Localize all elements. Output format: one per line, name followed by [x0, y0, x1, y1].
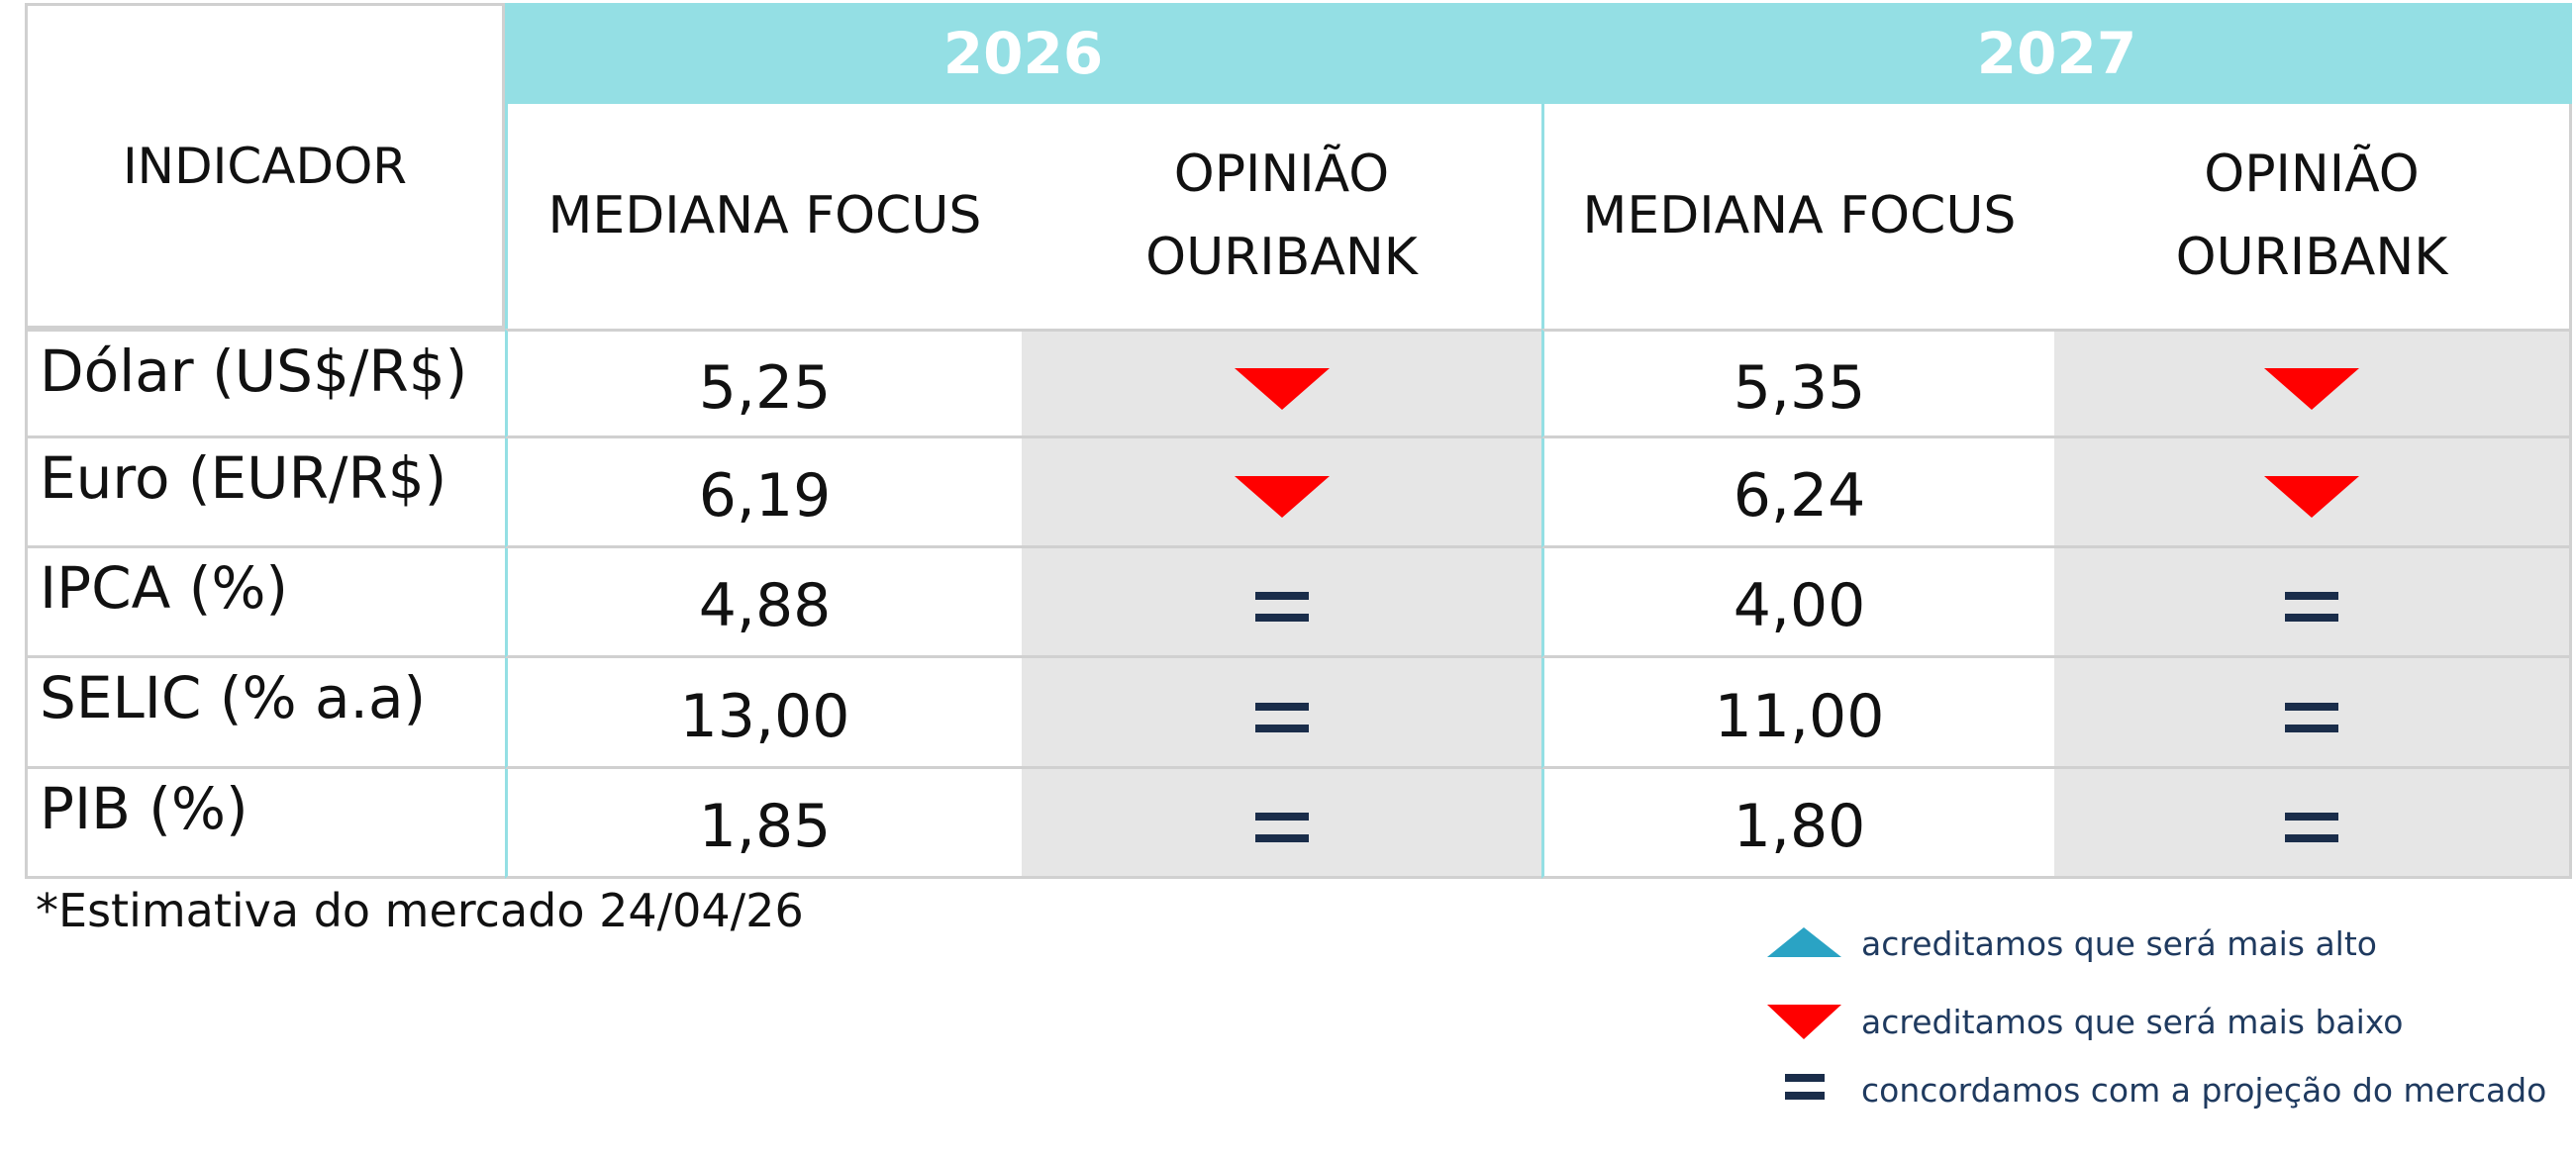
- equal-icon: [1254, 592, 1309, 622]
- opinion: [2054, 329, 2572, 438]
- legend-up-icon: [1767, 927, 1841, 957]
- opinion: [1022, 329, 1541, 438]
- focus-value: 5,35: [1541, 329, 2054, 438]
- indicator: Euro (EUR/R$): [25, 438, 505, 548]
- focus-value: 1,80: [1541, 769, 2054, 879]
- legend-equal-icon: [1785, 1092, 1825, 1100]
- opinion: [1022, 658, 1541, 769]
- legend-text: acreditamos que será mais baixo: [1861, 1003, 2404, 1041]
- focus-value: 6,19: [505, 438, 1022, 548]
- focus-value: 11,00: [1541, 658, 2054, 769]
- legend-text: concordamos com a projeção do mercado: [1861, 1071, 2547, 1110]
- opinion: [2054, 769, 2572, 879]
- focus-value: 13,00: [505, 658, 1022, 769]
- subheader: MEDIANA FOCUS: [1541, 104, 2054, 329]
- focus-value: 6,24: [1541, 438, 2054, 548]
- subheader: OPINIÃO OURIBANK: [2054, 104, 2572, 329]
- year-header: 2027: [1541, 3, 2572, 104]
- equal-icon: [2285, 813, 2338, 842]
- opinion: [2054, 548, 2572, 658]
- equal-icon: [2285, 702, 2338, 732]
- subheader: MEDIANA FOCUS: [505, 104, 1022, 329]
- year-header: 2026: [505, 3, 1541, 104]
- legend-equal-icon: [1785, 1074, 1825, 1082]
- footnote: *Estimativa do mercado 24/04/26: [36, 884, 804, 937]
- equal-icon: [2285, 592, 2338, 622]
- indicator: Dólar (US$/R$): [25, 329, 505, 438]
- opinion: [1022, 548, 1541, 658]
- opinion: [2054, 438, 2572, 548]
- focus-value: 1,85: [505, 769, 1022, 879]
- focus-value: 4,88: [505, 548, 1022, 658]
- focus-value: 5,25: [505, 329, 1022, 438]
- subheader: OPINIÃO OURIBANK: [1022, 104, 1541, 329]
- legend-down-icon: [1767, 1005, 1841, 1039]
- opinion: [1022, 438, 1541, 548]
- down-icon: [2264, 367, 2359, 410]
- down-icon: [1234, 476, 1330, 518]
- indicator-header: INDICADOR: [25, 3, 505, 329]
- indicator: SELIC (% a.a): [25, 658, 505, 769]
- opinion: [1022, 769, 1541, 879]
- down-icon: [1234, 367, 1330, 410]
- indicator: IPCA (%): [25, 548, 505, 658]
- equal-icon: [1254, 702, 1309, 732]
- indicator: PIB (%): [25, 769, 505, 879]
- legend-text: acreditamos que será mais alto: [1861, 924, 2377, 963]
- down-icon: [2264, 476, 2359, 518]
- opinion: [2054, 658, 2572, 769]
- equal-icon: [1254, 813, 1309, 842]
- focus-value: 4,00: [1541, 548, 2054, 658]
